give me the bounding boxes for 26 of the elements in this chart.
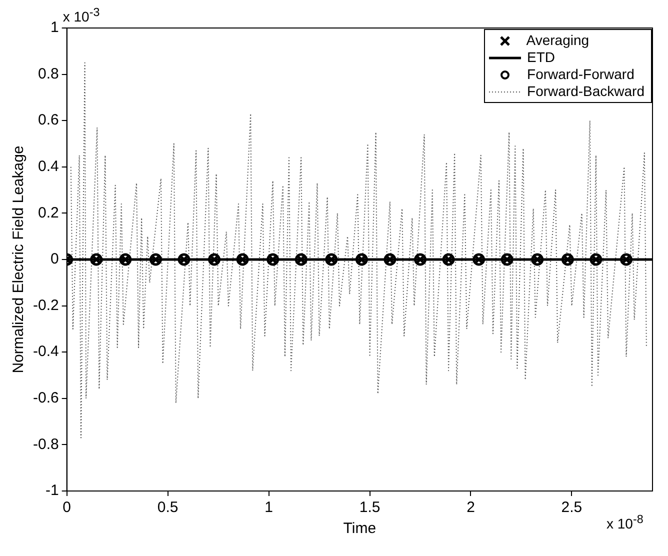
x-tick-label: 1 [264, 499, 273, 516]
y-axis-title: Normalized Electric Field Leakage [10, 146, 28, 374]
y-tick-label: 0.6 [38, 112, 59, 129]
x-tick-label: 0 [62, 499, 72, 516]
y-tick-label: 1 [50, 19, 59, 36]
y-tick-label: 0 [50, 250, 59, 268]
y-tick-label: 0.2 [38, 204, 59, 222]
legend-label: Averaging [525, 32, 590, 49]
y-tick-label: 0.4 [38, 158, 59, 176]
x-tick-label: 0.5 [157, 499, 178, 516]
y-tick-label: -0.2 [32, 296, 59, 314]
x-tick-label: 2 [466, 499, 475, 516]
text: x 10$^{-3}$ [62, 6, 100, 25]
y-tick-label: -0.6 [32, 390, 59, 407]
y-tick-label: -0.8 [32, 436, 59, 453]
legend-label: Forward-Backward [526, 83, 644, 100]
y-tick-label: -1 [46, 482, 59, 500]
y-tick-label: -0.4 [32, 343, 59, 360]
line-series [70, 62, 647, 438]
legend-label: ETD [526, 49, 556, 66]
x-tick-label: 2.5 [561, 499, 582, 516]
legend-label: Forward-Forward [526, 66, 636, 83]
y-tick-label: 0.8 [38, 65, 59, 82]
text: x 10$^{-8}$ [606, 513, 644, 532]
x-axis-title: Time [343, 520, 376, 538]
x-tick-label: 1.5 [359, 499, 380, 516]
